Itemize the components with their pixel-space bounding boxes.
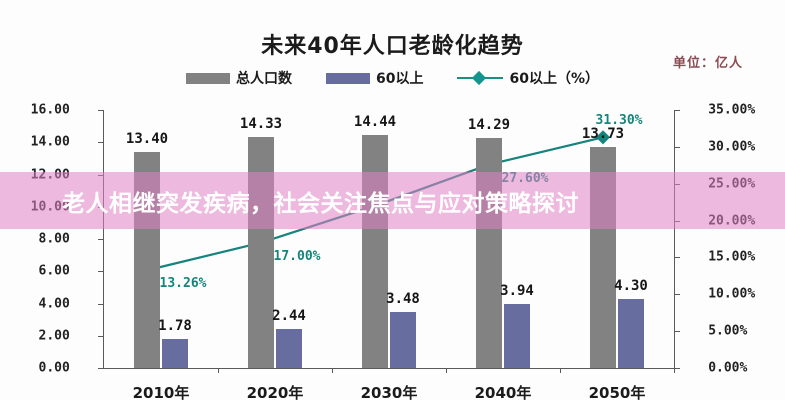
overlay-banner: 老人相继突发疾病，社会关注焦点与应对策略探讨 bbox=[0, 172, 785, 229]
bar-swatch-gray-icon bbox=[186, 72, 230, 84]
plot-area: 0.002.004.006.008.0010.0012.0014.0016.00… bbox=[31, 103, 755, 403]
y-axis-right-label: 5.00% bbox=[708, 323, 748, 339]
y-axis-left-label: 16.00 bbox=[30, 102, 70, 118]
legend-item-total-population[interactable]: 总人口数 bbox=[186, 68, 292, 88]
legend-label-total-population: 总人口数 bbox=[236, 71, 292, 87]
line-marker-diamond-icon[interactable] bbox=[595, 130, 611, 145]
bar-value-over-60: 3.94 bbox=[500, 283, 534, 300]
y-axis-left-label: 0.00 bbox=[38, 360, 70, 376]
x-axis-tick bbox=[332, 368, 333, 373]
bar-value-total-population: 13.73 bbox=[581, 125, 625, 142]
y-axis-right-tick bbox=[675, 257, 680, 259]
legend-label-over-60-percent: 60以上（%） bbox=[509, 71, 599, 87]
bar-value-total-population: 14.33 bbox=[239, 115, 283, 132]
x-axis-label: 2020年 bbox=[246, 384, 304, 402]
x-axis-tick bbox=[560, 368, 561, 373]
bar-value-over-60: 1.78 bbox=[158, 318, 192, 335]
line-marker-teal-icon bbox=[457, 72, 504, 84]
y-axis-right-label: 10.00% bbox=[708, 286, 756, 302]
y-axis-left-tick bbox=[98, 303, 103, 305]
y-axis-left-tick bbox=[98, 335, 103, 337]
y-axis-right-tick bbox=[675, 146, 680, 148]
y-axis-right-label: 0.00% bbox=[708, 360, 748, 376]
bar-over-60[interactable] bbox=[276, 328, 302, 368]
y-axis-left-label: 8.00 bbox=[38, 231, 70, 247]
bar-swatch-blue-icon bbox=[326, 72, 370, 84]
x-axis-tick bbox=[218, 368, 219, 373]
bar-over-60[interactable] bbox=[504, 304, 530, 368]
bar-value-over-60: 2.44 bbox=[272, 307, 306, 324]
y-axis-left-tick bbox=[98, 271, 103, 273]
y-axis-left-label: 6.00 bbox=[38, 263, 70, 279]
y-axis-right-line bbox=[674, 110, 675, 368]
x-axis-tick bbox=[674, 368, 675, 373]
bar-value-over-60: 3.48 bbox=[386, 290, 420, 307]
x-axis-label: 2050年 bbox=[588, 384, 646, 402]
line-point-label: 31.30% bbox=[595, 113, 643, 129]
y-axis-left-tick bbox=[98, 368, 103, 369]
y-axis-left-label: 4.00 bbox=[38, 296, 70, 311]
y-axis-left-label: 14.00 bbox=[30, 134, 70, 150]
bar-value-total-population: 14.29 bbox=[467, 116, 511, 133]
y-axis-left-label: 2.00 bbox=[38, 328, 70, 344]
bar-over-60[interactable] bbox=[162, 339, 188, 368]
x-axis-label: 2040年 bbox=[474, 384, 532, 402]
y-axis-left-tick bbox=[98, 239, 103, 240]
chart-title: 未来40年人口老龄化趋势 bbox=[261, 34, 524, 59]
y-axis-right-tick bbox=[675, 368, 680, 369]
y-axis-right-tick bbox=[675, 294, 680, 296]
bar-value-total-population: 14.44 bbox=[353, 114, 397, 131]
legend-item-over-60[interactable]: 60以上 bbox=[326, 68, 423, 88]
x-axis-label: 2030年 bbox=[360, 384, 418, 402]
bar-value-over-60: 4.30 bbox=[614, 277, 648, 294]
y-axis-right-label: 35.00% bbox=[708, 102, 756, 118]
y-axis-left-line bbox=[103, 110, 104, 368]
overlay-headline: 老人相继突发疾病，社会关注焦点与应对策略探讨 bbox=[62, 190, 579, 217]
x-axis-tick bbox=[446, 368, 447, 373]
x-axis-label: 2010年 bbox=[132, 384, 190, 402]
bar-total-population[interactable] bbox=[362, 135, 388, 368]
legend-item-over-60-percent[interactable]: 60以上（%） bbox=[457, 68, 599, 88]
y-axis-left-tick bbox=[98, 142, 103, 144]
y-axis-right-tick bbox=[675, 331, 680, 333]
x-axis-line bbox=[103, 368, 675, 369]
unit-note: 单位：亿人 bbox=[672, 55, 743, 70]
chart-legend: 总人口数 60以上 60以上（%） bbox=[0, 68, 785, 88]
y-axis-right-label: 15.00% bbox=[708, 249, 756, 265]
line-point-label: 17.00% bbox=[273, 248, 321, 264]
legend-label-over-60: 60以上 bbox=[376, 71, 424, 87]
y-axis-left-tick bbox=[98, 110, 103, 111]
y-axis-right-label: 30.00% bbox=[708, 139, 756, 155]
line-point-label: 13.26% bbox=[159, 276, 207, 292]
bar-over-60[interactable] bbox=[618, 298, 644, 368]
y-axis-right-tick bbox=[675, 110, 680, 111]
bar-value-total-population: 13.40 bbox=[125, 130, 169, 147]
bar-over-60[interactable] bbox=[390, 311, 416, 368]
